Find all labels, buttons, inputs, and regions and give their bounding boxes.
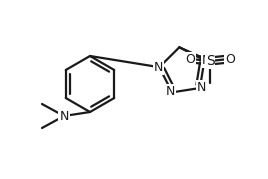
Text: N: N — [59, 110, 69, 122]
Text: N: N — [165, 85, 175, 98]
Text: O: O — [185, 52, 195, 66]
Text: O: O — [225, 52, 235, 66]
Text: S: S — [206, 54, 214, 68]
Text: N: N — [154, 61, 163, 74]
Text: N: N — [197, 81, 207, 93]
Text: N: N — [202, 54, 211, 67]
